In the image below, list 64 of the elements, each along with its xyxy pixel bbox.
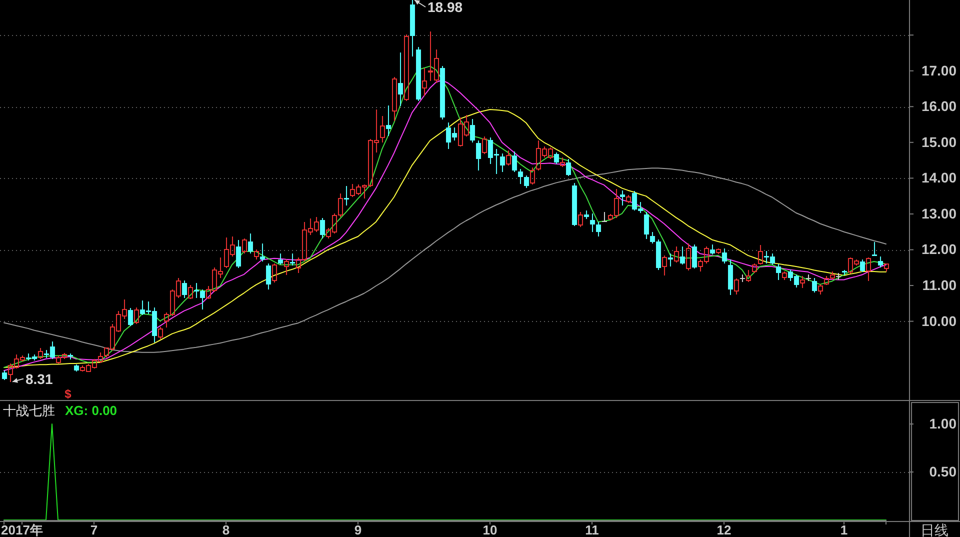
candlestick: [710, 244, 715, 255]
candlestick: [386, 105, 391, 136]
chart-title: 十战七胜: [3, 403, 55, 418]
candlestick: [800, 276, 805, 289]
candlestick: [248, 232, 253, 254]
y-tick-label: 0.50: [929, 463, 957, 480]
candlestick: [380, 115, 385, 143]
candlestick: [860, 259, 865, 272]
candlestick: [500, 152, 505, 173]
candlestick: [620, 190, 625, 206]
candlestick: [278, 252, 283, 265]
x-tick-label: 12: [716, 522, 732, 537]
x-tick-label: 1: [840, 522, 848, 537]
series-label: XG: 0.00: [65, 403, 118, 418]
candlestick: [290, 252, 295, 266]
candlestick: [872, 242, 877, 257]
annotation: $: [64, 387, 72, 401]
candlestick: [590, 213, 595, 232]
y-tick-label: 13.00: [921, 205, 957, 222]
candlestick: [518, 168, 523, 184]
candlestick: [422, 67, 427, 97]
candlestick: [128, 308, 133, 326]
candlestick: [344, 186, 349, 206]
candlestick: [524, 174, 529, 189]
candlestick: [566, 158, 571, 177]
candlestick: [260, 242, 265, 262]
x-tick-label: 7: [90, 522, 98, 537]
candlestick: [812, 277, 817, 294]
x-tick-label: 10: [482, 522, 498, 537]
candlestick: [596, 221, 601, 237]
candlestick: [320, 217, 325, 239]
y-tick-label: 17.00: [921, 62, 957, 78]
line-series: [4, 168, 886, 353]
candlestick: [182, 280, 187, 299]
y-tick-label: 1.00: [929, 415, 957, 432]
candlestick: [476, 140, 481, 172]
y-tick-label: 15.00: [921, 134, 957, 150]
x-tick-label: 8: [222, 522, 230, 537]
x-tick-label: 9: [354, 522, 362, 537]
candlestick: [878, 256, 883, 268]
candlestick: [668, 252, 673, 268]
candlestick: [722, 248, 727, 264]
y-tick-label: 12.00: [921, 241, 957, 258]
candlestick: [680, 246, 685, 265]
candlestick: [512, 151, 517, 173]
candlestick: [776, 264, 781, 280]
y-tick-label: 10.00: [921, 312, 957, 329]
y-tick-label: 11.00: [922, 276, 957, 293]
candlestick: [554, 152, 559, 165]
y-tick-label: 14.00: [921, 170, 957, 186]
annotation: 18.98: [428, 0, 463, 15]
candlestick: [602, 211, 608, 223]
candlestick: [692, 244, 697, 270]
annotation: 8.31: [26, 370, 53, 387]
candlestick: [644, 211, 649, 240]
x-tick-label: 11: [585, 522, 599, 537]
candlestick: [398, 52, 403, 106]
x-tick-label: 2017年: [1, 522, 43, 537]
candlestick: [236, 240, 241, 268]
candlestick: [2, 370, 7, 380]
x-axis-title: 日线: [920, 522, 948, 537]
candlestick: [470, 118, 475, 143]
y-tick-label: 16.00: [921, 98, 957, 114]
candlestick: [266, 262, 271, 290]
